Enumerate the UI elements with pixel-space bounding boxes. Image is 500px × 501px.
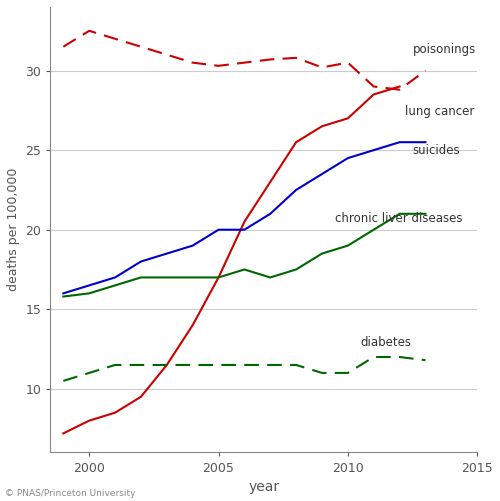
Text: chronic liver diseases: chronic liver diseases bbox=[335, 212, 462, 225]
Text: diabetes: diabetes bbox=[361, 336, 412, 349]
X-axis label: year: year bbox=[248, 480, 280, 494]
Text: © PNAS/Princeton University: © PNAS/Princeton University bbox=[5, 489, 136, 498]
Y-axis label: deaths per 100,000: deaths per 100,000 bbox=[7, 168, 20, 292]
Text: poisonings: poisonings bbox=[412, 44, 476, 57]
Text: suicides: suicides bbox=[412, 144, 460, 157]
Text: lung cancer: lung cancer bbox=[405, 106, 474, 118]
